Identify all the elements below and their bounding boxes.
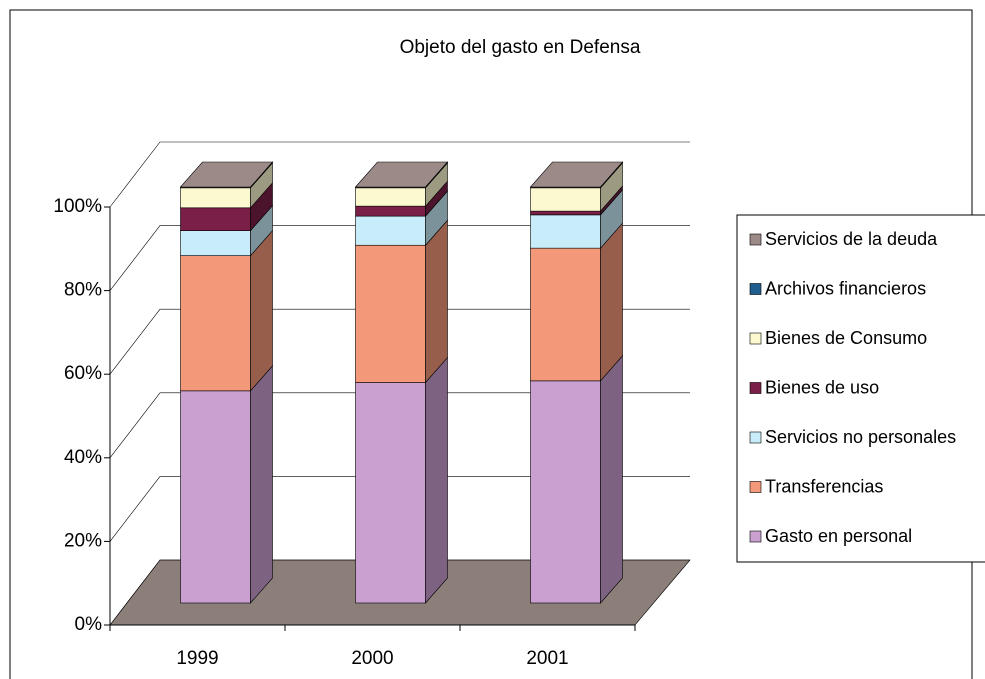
legend-swatch [749, 481, 762, 493]
legend-swatch [749, 332, 762, 345]
bar [530, 187, 601, 212]
legend-swatch [749, 233, 762, 246]
bar-top [354, 161, 449, 188]
bar-side [600, 355, 623, 604]
grid-line [109, 392, 690, 458]
bar-side [425, 219, 448, 384]
bar [530, 380, 601, 604]
bar [355, 205, 426, 217]
y-tick-label: 20% [64, 530, 102, 551]
y-tick-label: 80% [64, 280, 102, 301]
legend-label: Bienes de uso [765, 377, 879, 397]
bar [355, 382, 426, 604]
x-tick-label: 2000 [351, 648, 393, 669]
grid-line [109, 225, 690, 291]
y-tick-label: 100% [53, 196, 102, 217]
bar [530, 210, 601, 216]
bar-side [425, 356, 448, 604]
legend-swatch [749, 431, 762, 444]
bar-side [250, 229, 273, 392]
bar [355, 244, 426, 383]
y-tick-label: 40% [64, 447, 102, 468]
bar [180, 230, 251, 256]
legend-label: Servicios de la deuda [765, 229, 938, 249]
bar [355, 187, 426, 207]
chart-title: Objeto del gasto en Defensa [400, 37, 641, 58]
grid-line [109, 308, 690, 375]
bar [180, 207, 251, 231]
x-tick-label: 1999 [176, 648, 218, 669]
bar [180, 390, 251, 604]
legend-label: Transferencias [765, 476, 883, 496]
bar [530, 247, 601, 382]
grid-line [109, 476, 690, 542]
legend-swatch [749, 382, 762, 394]
bar-side [250, 365, 273, 604]
legend-box [736, 214, 985, 563]
legend-label: Gasto en personal [765, 526, 912, 546]
bar [180, 255, 251, 392]
legend-swatch [749, 530, 762, 543]
bar-top [529, 161, 624, 188]
legend-label: Bienes de Consumo [765, 328, 927, 348]
bar [180, 187, 251, 209]
grid-line [109, 141, 690, 208]
y-tick-label: 60% [64, 363, 102, 384]
legend-label: Servicios no personales [765, 427, 956, 447]
legend-swatch [749, 283, 762, 295]
x-tick-label: 2001 [526, 648, 568, 669]
bar-side [600, 222, 623, 382]
bar [530, 214, 601, 249]
grid-line [109, 559, 690, 626]
bar [355, 215, 426, 246]
legend-label: Archivos financieros [765, 278, 926, 298]
y-tick-label: 0% [75, 614, 103, 635]
bar-top [179, 161, 274, 188]
